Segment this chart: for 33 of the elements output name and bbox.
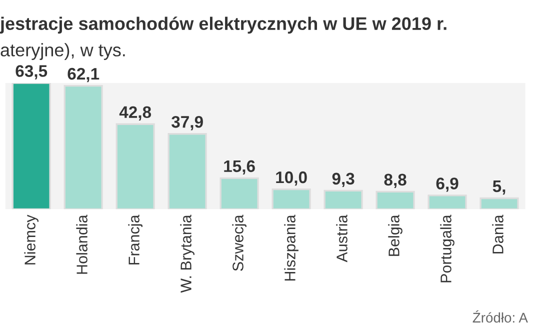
data-label: 5,: [492, 180, 506, 195]
data-label: 42,8: [119, 106, 152, 120]
x-tick-label: Austria: [336, 214, 348, 262]
bar: [428, 194, 467, 210]
chart-subtitle: ateryjne), w tys.: [0, 43, 125, 60]
x-tick-label: Francja: [128, 214, 142, 264]
data-label: 8,8: [384, 174, 406, 188]
x-tick-label: Belgia: [388, 214, 402, 256]
bar: [376, 190, 415, 210]
data-label: 37,9: [171, 116, 203, 130]
bar: [12, 83, 51, 210]
bar: [324, 190, 363, 210]
bar: [480, 197, 519, 210]
bar: [64, 84, 103, 210]
x-tick-label: Holandia: [76, 214, 88, 274]
bar: [272, 188, 311, 210]
x-tick-label: Portugalia: [440, 214, 454, 282]
data-label: 63,5: [16, 65, 48, 80]
chart-title: jestracje samochodów elektrycznych w UE w 2019 r.: [0, 16, 446, 34]
data-label: 9,3: [332, 172, 354, 188]
x-tick-label: Hiszpania: [284, 214, 298, 281]
bar: [116, 123, 155, 210]
data-label: 62,1: [68, 68, 100, 82]
data-label: 10,0: [276, 171, 307, 186]
x-tick-label: Szwecja: [232, 214, 246, 271]
bar: [168, 133, 207, 210]
data-label: 6,9: [436, 178, 458, 192]
x-tick-label: Niemcy: [24, 214, 38, 264]
x-tick-label: Dania: [492, 214, 504, 254]
data-label: 15,6: [224, 160, 255, 175]
text: Źródło: A: [472, 310, 528, 323]
bar: [220, 177, 259, 210]
x-tick-label: W. Brytania: [180, 214, 194, 293]
